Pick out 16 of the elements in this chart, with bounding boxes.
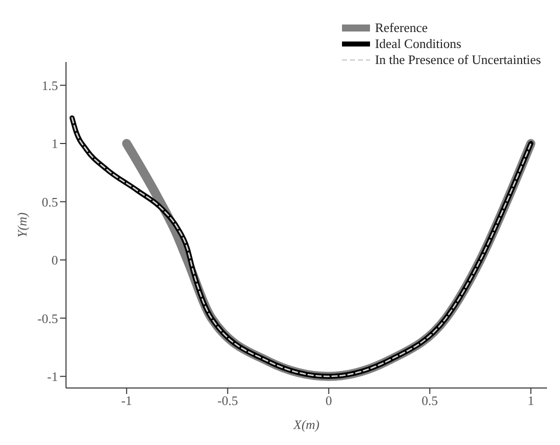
y-tick-label: 0.5 <box>42 194 58 210</box>
y-tick-label: -1 <box>47 368 58 384</box>
legend-label: In the Presence of Uncertainties <box>374 52 541 68</box>
x-tick-label: -1 <box>121 393 132 408</box>
legend-label: Reference <box>374 20 428 36</box>
y-tick-label: 0 <box>52 252 58 268</box>
y-tick-label: 1 <box>52 136 58 152</box>
x-tick-label: 1 <box>528 393 534 408</box>
y-tick-label: 1.5 <box>42 78 58 93</box>
legend-label: Ideal Conditions <box>374 36 462 52</box>
y-axis-title: Y(m) <box>14 212 30 238</box>
y-tick-label: -0.5 <box>37 310 58 326</box>
x-tick-label: -0.5 <box>217 393 238 408</box>
x-tick-label: 0.5 <box>422 393 438 408</box>
x-axis-title: X(m) <box>292 417 320 432</box>
x-tick-label: 0 <box>325 393 332 408</box>
